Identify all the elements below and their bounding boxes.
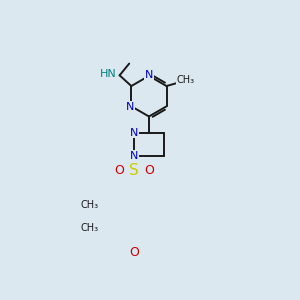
Text: HN: HN	[100, 69, 117, 79]
Text: O: O	[129, 246, 139, 259]
Text: O: O	[114, 164, 124, 178]
Text: N: N	[126, 102, 134, 112]
Text: O: O	[144, 164, 154, 178]
Text: N: N	[130, 128, 138, 137]
Text: CH₃: CH₃	[177, 75, 195, 85]
Text: S: S	[129, 164, 139, 178]
Text: N: N	[130, 151, 138, 161]
Text: CH₃: CH₃	[81, 223, 99, 233]
Text: CH₃: CH₃	[81, 200, 99, 210]
Text: N: N	[145, 70, 153, 80]
